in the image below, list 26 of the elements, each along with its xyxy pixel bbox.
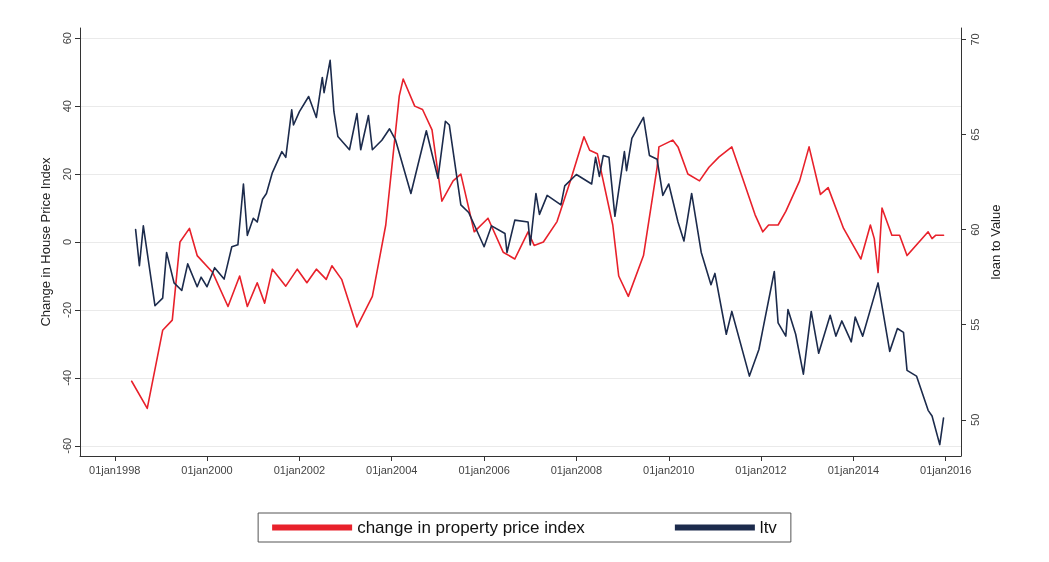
y2-tick-label: 65 [968, 128, 981, 141]
y2-tick-label: 55 [968, 318, 981, 331]
y-axis-title: Change in House Price Index [38, 156, 53, 327]
y2-axis-title: loan to Value [988, 204, 1003, 280]
legend-label: change in property price index [357, 518, 586, 537]
y-tick-label: 0 [60, 238, 73, 246]
x-tick-label: 01jan2002 [273, 463, 326, 476]
x-tick-label: 01jan1998 [89, 463, 141, 476]
x-tick-label: 01jan2016 [920, 463, 972, 476]
x-tick-label: 01jan2014 [827, 463, 880, 476]
y-tick-label: -60 [60, 437, 73, 454]
x-tick-label: 01jan2008 [550, 463, 603, 476]
legend-label: ltv [759, 518, 778, 537]
y2-tick-label: 60 [968, 223, 981, 236]
x-tick-label: 01jan2000 [181, 463, 233, 476]
y-tick-label: 60 [60, 32, 73, 45]
y2-tick-label: 70 [968, 33, 981, 46]
y-tick-label: -40 [60, 369, 73, 386]
y2-tick-label: 50 [968, 413, 981, 426]
x-tick-label: 01jan2012 [735, 463, 787, 476]
x-tick-label: 01jan2004 [366, 463, 418, 476]
x-tick-label: 01jan2010 [643, 463, 695, 476]
y-tick-label: 40 [60, 100, 73, 113]
x-tick-label: 01jan2006 [458, 463, 510, 476]
y-tick-label: -20 [60, 301, 73, 318]
y-tick-label: 20 [60, 167, 73, 181]
